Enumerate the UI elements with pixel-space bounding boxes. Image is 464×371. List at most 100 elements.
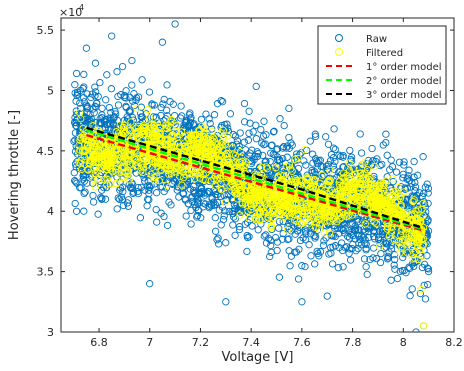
raw-point — [213, 236, 221, 244]
raw-point — [208, 193, 216, 202]
raw-point — [266, 157, 274, 166]
raw-point — [328, 260, 337, 268]
raw-point — [98, 195, 106, 203]
filtered-point — [185, 170, 193, 178]
raw-point — [159, 100, 167, 108]
raw-point — [199, 203, 207, 211]
raw-point — [316, 156, 325, 164]
filtered-point — [178, 181, 186, 189]
filtered-point — [371, 181, 379, 189]
filtered-point — [396, 211, 404, 219]
raw-point — [406, 292, 414, 300]
raw-point — [260, 141, 268, 149]
filtered-point — [298, 202, 306, 210]
filtered-point — [388, 175, 397, 183]
raw-point — [383, 151, 391, 159]
raw-point — [80, 70, 88, 79]
filtered-point — [370, 162, 379, 171]
raw-point — [259, 151, 267, 160]
filtered-point — [216, 150, 224, 158]
raw-point — [326, 243, 335, 252]
filtered-point — [112, 168, 120, 176]
filtered-point — [151, 158, 159, 166]
raw-point — [400, 158, 408, 166]
raw-point — [129, 116, 138, 124]
raw-point — [178, 184, 187, 192]
raw-point — [137, 113, 145, 121]
filtered-point — [78, 165, 86, 174]
filtered-point — [236, 148, 245, 156]
filtered-point — [228, 180, 236, 188]
filtered-point — [274, 173, 282, 181]
filtered-point — [286, 212, 294, 220]
raw-point — [76, 99, 84, 107]
filtered-point — [196, 151, 205, 159]
raw-point — [322, 234, 330, 242]
filtered-point — [176, 166, 184, 174]
raw-point — [335, 151, 343, 159]
raw-point — [347, 230, 355, 239]
filtered-point — [104, 153, 113, 162]
filtered-point — [145, 114, 154, 122]
raw-point — [345, 226, 353, 235]
raw-point — [213, 198, 222, 207]
filtered-point — [341, 211, 349, 219]
filtered-point — [330, 216, 338, 224]
filtered-point — [75, 109, 84, 117]
filtered-point — [335, 197, 344, 205]
raw-point — [408, 285, 416, 293]
filtered-point — [129, 132, 137, 141]
raw-point — [111, 107, 119, 116]
raw-point — [355, 239, 363, 247]
filtered-point — [299, 207, 307, 215]
raw-point — [262, 157, 270, 165]
raw-point — [162, 184, 171, 192]
raw-point — [72, 142, 80, 150]
filtered-point — [294, 154, 302, 163]
raw-point — [421, 295, 430, 303]
x-tick-label: 7.2 — [192, 336, 210, 349]
raw-point — [157, 103, 165, 112]
raw-point — [114, 194, 122, 202]
raw-point — [231, 215, 240, 223]
filtered-point — [238, 189, 246, 197]
filtered-point — [339, 174, 347, 182]
raw-point — [410, 157, 418, 166]
raw-point — [173, 183, 181, 191]
raw-point — [411, 183, 420, 191]
filtered-point — [285, 203, 293, 211]
raw-point — [134, 189, 143, 198]
raw-point — [343, 164, 352, 173]
filtered-point — [297, 219, 306, 227]
filtered-point — [356, 195, 364, 204]
raw-point — [336, 167, 344, 176]
raw-point — [267, 248, 275, 257]
raw-point — [138, 76, 146, 84]
filtered-point — [300, 145, 309, 154]
filtered-point — [175, 144, 184, 152]
raw-point — [345, 249, 353, 258]
raw-point — [258, 139, 266, 147]
filtered-point — [200, 124, 208, 132]
raw-outlier-point — [82, 44, 91, 52]
filtered-point — [162, 155, 170, 163]
raw-point — [402, 269, 410, 277]
raw-point — [298, 262, 306, 270]
raw-outlier-point — [146, 280, 154, 288]
raw-point — [250, 156, 258, 164]
raw-point — [211, 200, 219, 209]
filtered-point — [207, 177, 215, 185]
filtered-point — [314, 190, 323, 198]
filtered-point — [154, 158, 162, 166]
raw-point — [72, 207, 81, 215]
raw-point — [186, 118, 194, 127]
raw-point — [217, 96, 225, 105]
raw-point — [413, 171, 422, 179]
raw-point — [136, 214, 145, 222]
raw-outlier-point — [108, 32, 116, 40]
raw-point — [148, 101, 156, 109]
raw-point — [163, 106, 171, 114]
filtered-point — [150, 176, 158, 185]
filtered-point — [264, 194, 273, 203]
filtered-point — [297, 177, 305, 185]
